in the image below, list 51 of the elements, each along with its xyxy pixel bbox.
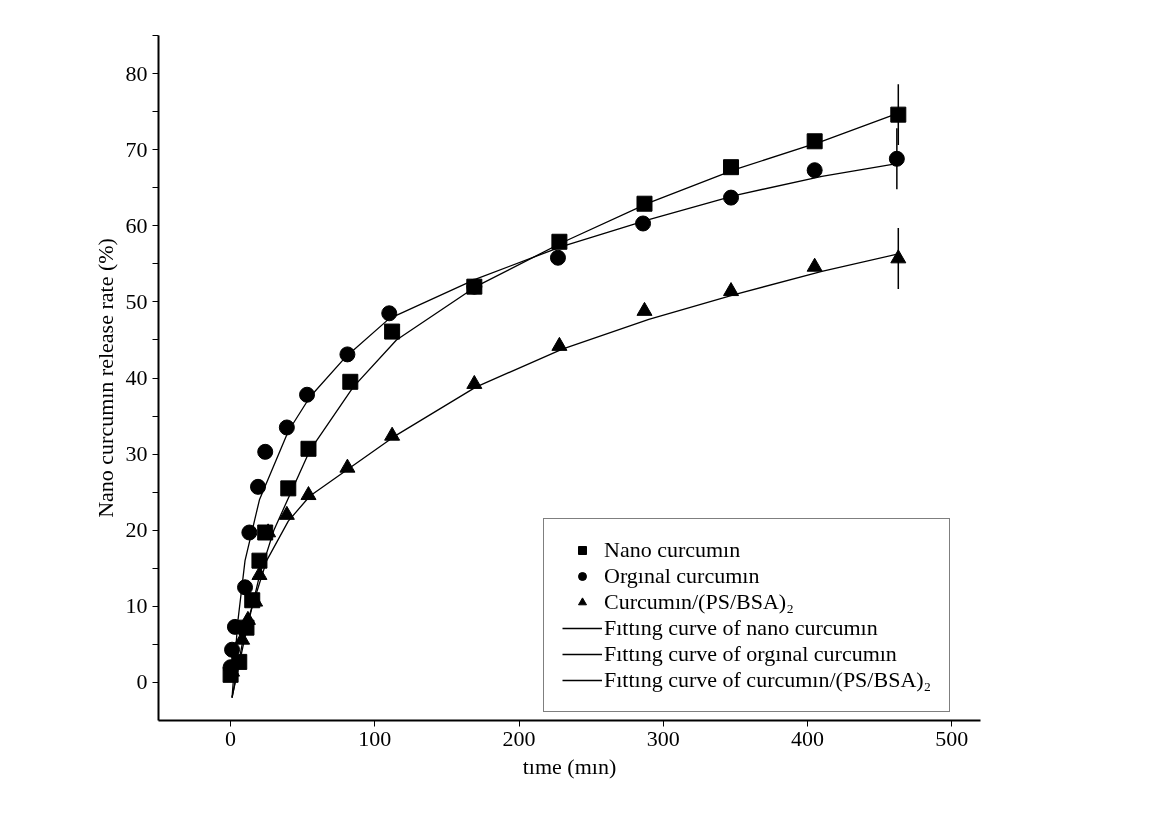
- point: [237, 579, 254, 596]
- point: [890, 106, 907, 123]
- point: [635, 215, 652, 232]
- y-tick-label: 50: [125, 288, 148, 314]
- y-axis-title: Nano curcumın release rate (%): [92, 238, 118, 518]
- point: [342, 373, 359, 390]
- y-tick-label: 30: [125, 441, 148, 467]
- y-tick-label: 80: [125, 60, 148, 86]
- legend-label: Orgınal curcumın: [604, 563, 760, 589]
- point: [257, 443, 274, 460]
- point: [299, 386, 316, 403]
- point: [280, 480, 297, 497]
- legend-label: Nano curcumın: [604, 537, 741, 563]
- y-tick-label: 20: [125, 517, 148, 543]
- point: [888, 150, 905, 167]
- y-tick-label: 40: [125, 365, 148, 390]
- point: [890, 249, 907, 264]
- point: [300, 440, 317, 457]
- legend-label: Fıttıng curve of curcumın/(PS/BSA)₂: [604, 667, 932, 693]
- point: [278, 505, 295, 520]
- point: [384, 426, 401, 441]
- point: [339, 346, 356, 363]
- point: [339, 458, 356, 473]
- x-tick-label: 400: [790, 725, 824, 751]
- point: [806, 162, 823, 179]
- point: [549, 249, 566, 266]
- legend-label: Fıttıng curve of nano curcumın: [604, 615, 878, 641]
- point: [723, 189, 740, 206]
- y-tick-label: 10: [125, 593, 148, 619]
- y-tick-label: 60: [125, 212, 148, 238]
- point: [806, 133, 823, 150]
- x-tick-label: 500: [935, 725, 969, 751]
- x-tick-label: 300: [646, 725, 680, 751]
- point: [381, 305, 398, 322]
- point: [224, 641, 241, 658]
- point: [636, 195, 653, 212]
- x-tick-label: 0: [225, 725, 237, 751]
- legend-label: Curcumın/(PS/BSA)₂: [604, 589, 794, 615]
- point: [723, 159, 740, 176]
- point: [241, 524, 258, 541]
- point: [384, 323, 401, 340]
- x-tick-label: 100: [358, 725, 392, 751]
- point: [300, 486, 317, 501]
- point: [250, 478, 267, 495]
- x-tick-label: 200: [502, 725, 536, 751]
- point: [278, 419, 295, 436]
- y-tick-label: 70: [125, 136, 148, 162]
- x-axis-title: tıme (mın): [522, 753, 617, 779]
- point: [723, 282, 740, 297]
- legend-label: Fıttıng curve of orgınal curcumın: [604, 641, 897, 667]
- y-tick-label: 0: [136, 669, 148, 695]
